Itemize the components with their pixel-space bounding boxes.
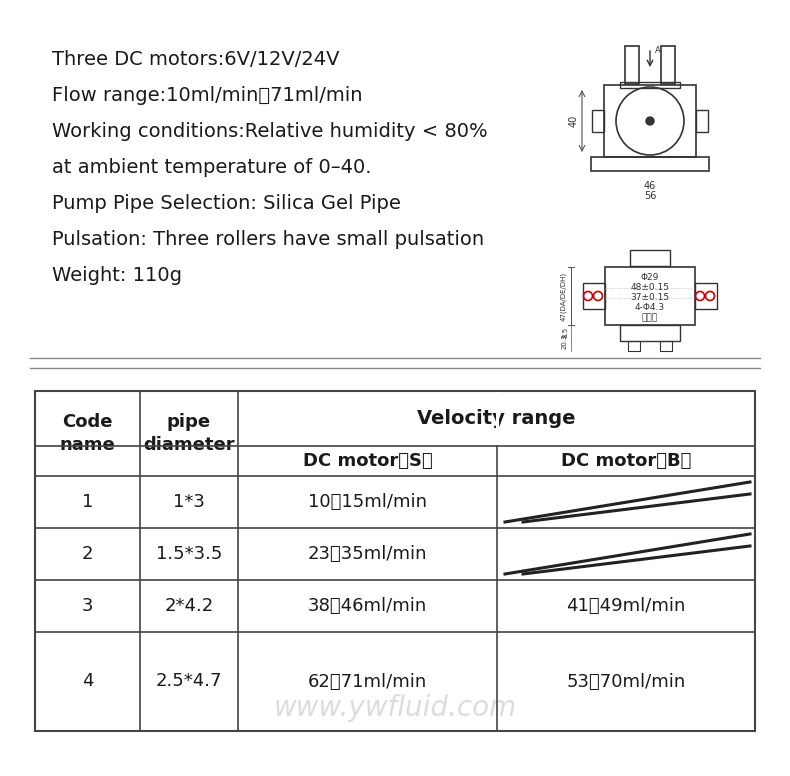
Text: 1: 1 — [82, 493, 93, 511]
Text: 1.5*3.5: 1.5*3.5 — [156, 545, 222, 563]
Text: 41～49ml/min: 41～49ml/min — [566, 597, 686, 615]
Text: 2*4.2: 2*4.2 — [164, 597, 213, 615]
Bar — [696, 110, 708, 132]
Text: 4: 4 — [81, 673, 93, 691]
Bar — [35, 391, 755, 731]
Bar — [604, 85, 696, 157]
Text: Pulsation: Three rollers have small pulsation: Pulsation: Three rollers have small puls… — [52, 230, 484, 249]
Bar — [592, 110, 604, 132]
Text: 37±0.15: 37±0.15 — [630, 293, 670, 303]
Text: 53～70ml/min: 53～70ml/min — [566, 673, 686, 691]
Text: 3: 3 — [81, 597, 93, 615]
Text: 47(DA/DE/DH): 47(DA/DE/DH) — [560, 272, 566, 320]
Circle shape — [646, 117, 654, 125]
Text: Code
name: Code name — [59, 414, 115, 454]
Bar — [583, 283, 605, 309]
Text: DC motor（S）: DC motor（S） — [303, 452, 432, 470]
Bar — [661, 46, 675, 84]
Text: 56: 56 — [644, 191, 656, 201]
Text: 2: 2 — [81, 545, 93, 563]
Text: 1*3: 1*3 — [173, 493, 205, 511]
Text: 20.3: 20.3 — [562, 333, 568, 349]
Bar — [628, 341, 640, 351]
Text: 8.5: 8.5 — [562, 327, 568, 338]
Text: 62～71ml/min: 62～71ml/min — [308, 673, 427, 691]
Text: Three DC motors:6V/12V/24V: Three DC motors:6V/12V/24V — [52, 50, 340, 69]
Text: 48±0.15: 48±0.15 — [630, 283, 669, 293]
Bar — [591, 157, 709, 171]
Text: 46: 46 — [644, 181, 656, 191]
Bar — [496, 392, 499, 445]
Bar — [620, 82, 680, 88]
Text: 4-Φ4.3: 4-Φ4.3 — [635, 303, 665, 313]
Text: DC motor（B）: DC motor（B） — [561, 452, 691, 470]
Bar — [605, 267, 695, 325]
Text: Φ29: Φ29 — [641, 273, 659, 282]
Text: at ambient temperature of 0–40.: at ambient temperature of 0–40. — [52, 158, 371, 177]
Text: A: A — [655, 46, 660, 55]
Bar — [630, 250, 670, 266]
Text: 23～35ml/min: 23～35ml/min — [308, 545, 427, 563]
Bar — [620, 325, 680, 341]
Text: Velocity range: Velocity range — [417, 409, 576, 428]
Bar — [660, 341, 672, 351]
Bar — [695, 283, 717, 309]
Text: pipe
diameter: pipe diameter — [143, 414, 235, 454]
Bar — [625, 46, 639, 84]
Text: Working conditions:Relative humidity < 80%: Working conditions:Relative humidity < 8… — [52, 122, 487, 141]
Text: www.ywfluid.com: www.ywfluid.com — [273, 694, 517, 722]
Text: Weight: 110g: Weight: 110g — [52, 266, 182, 285]
Text: 40: 40 — [569, 115, 579, 127]
Text: Flow range:10ml/min～71ml/min: Flow range:10ml/min～71ml/min — [52, 86, 363, 105]
Text: 用户用: 用户用 — [642, 314, 658, 323]
Text: 38～46ml/min: 38～46ml/min — [308, 597, 427, 615]
Text: 2.5*4.7: 2.5*4.7 — [156, 673, 222, 691]
Text: Pump Pipe Selection: Silica Gel Pipe: Pump Pipe Selection: Silica Gel Pipe — [52, 194, 401, 213]
Text: 10～15ml/min: 10～15ml/min — [308, 493, 427, 511]
